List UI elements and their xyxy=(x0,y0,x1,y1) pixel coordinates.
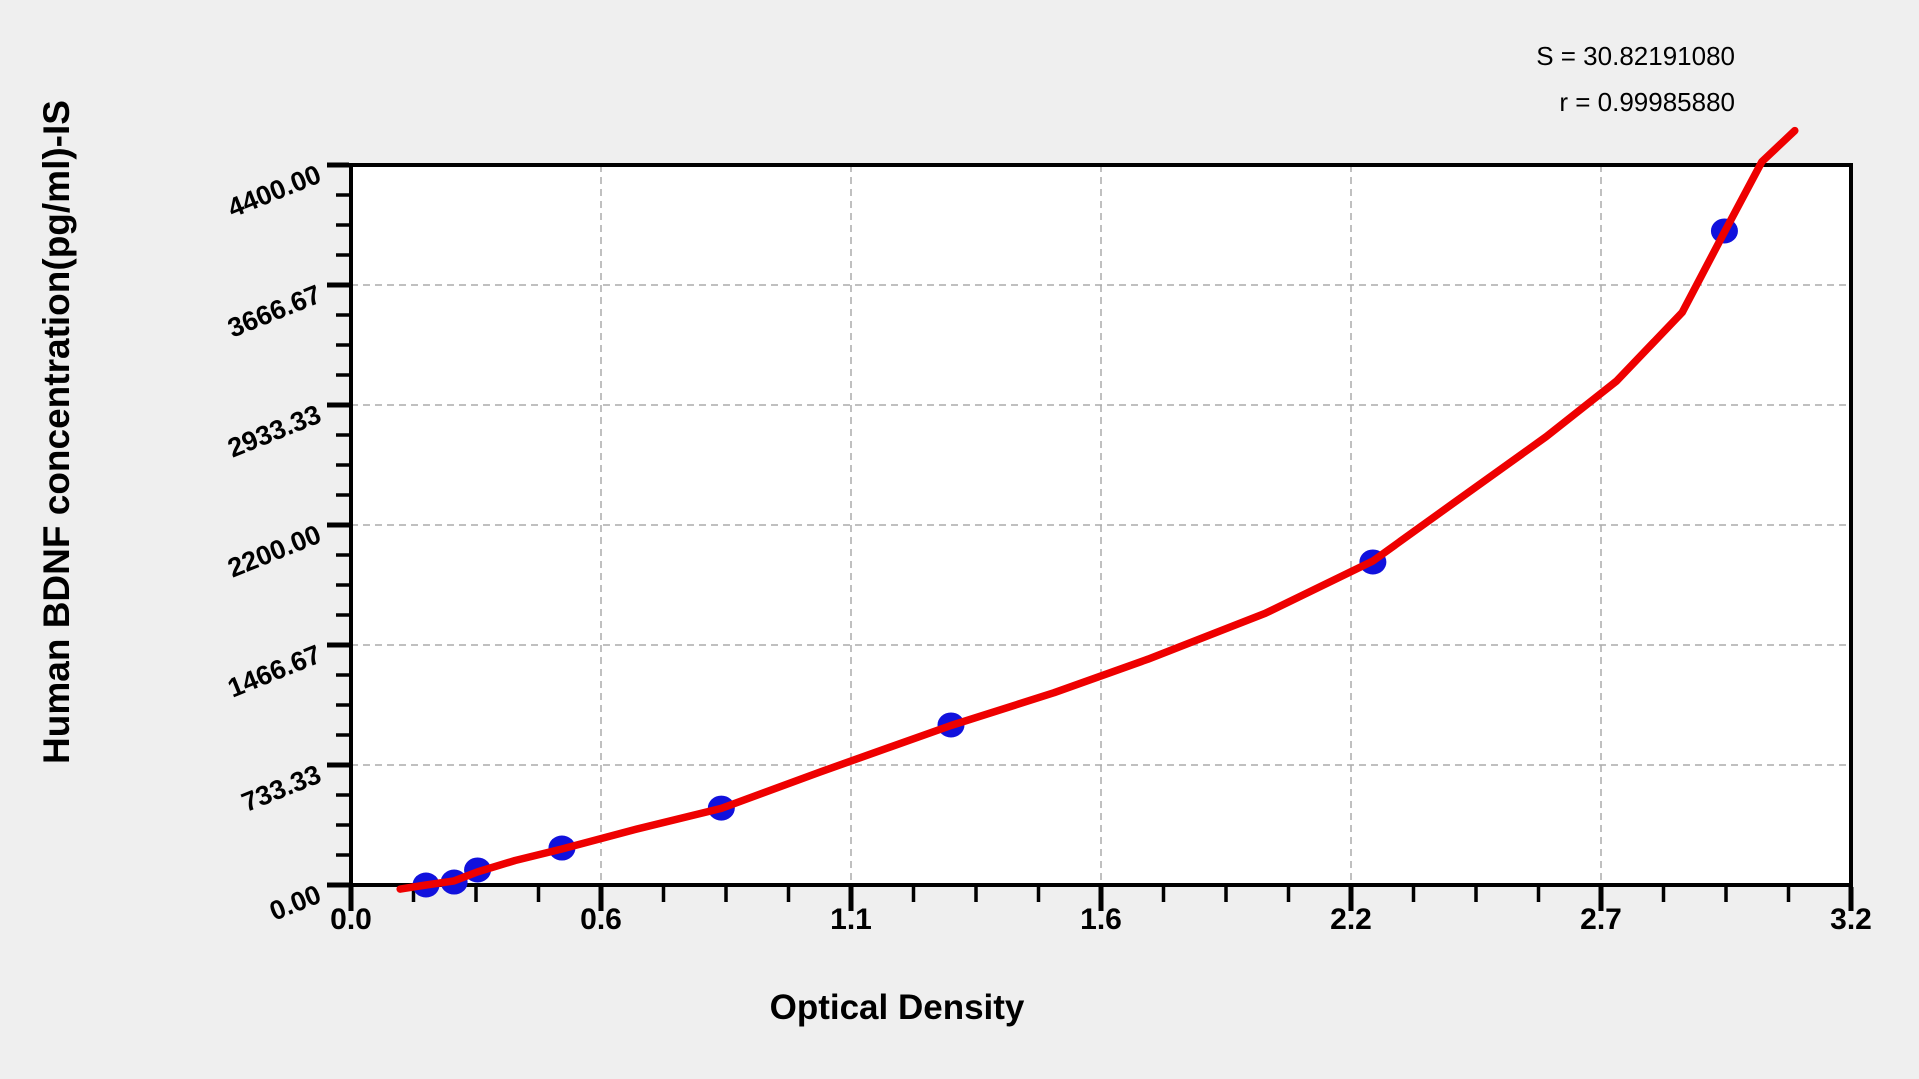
x-tick-label: 2.2 xyxy=(1330,903,1372,936)
x-tick-label: 2.7 xyxy=(1580,903,1622,936)
x-tick-label: 1.1 xyxy=(830,903,872,936)
plot-frame xyxy=(349,163,1853,887)
x-tick-label: 0.0 xyxy=(330,903,372,936)
x-tick-label: 3.2 xyxy=(1830,903,1872,936)
y-axis-title: Human BDNF concentration(pg/ml)-IS xyxy=(36,100,77,764)
fit-curve xyxy=(396,126,1799,893)
x-tick-label: 1.6 xyxy=(1080,903,1122,936)
stat-s: S = 30.82191080 xyxy=(1536,41,1735,71)
x-axis-title: Optical Density xyxy=(769,988,1025,1027)
stat-r: r = 0.99985880 xyxy=(1559,87,1735,117)
stats-block: S = 30.82191080 r = 0.99985880 xyxy=(1536,33,1735,125)
x-tick-label: 0.6 xyxy=(580,903,622,936)
